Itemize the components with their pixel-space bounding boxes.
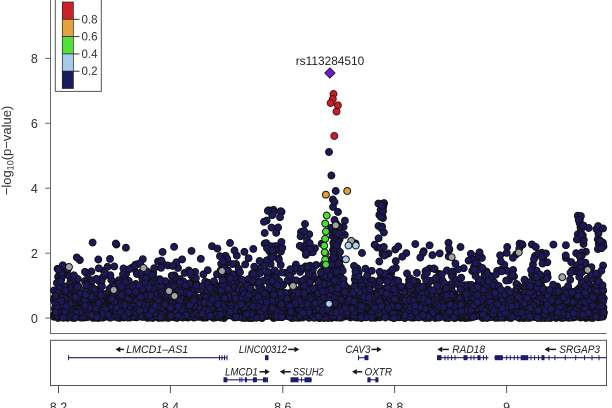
svg-text:0: 0 — [31, 312, 38, 326]
svg-text:−log10(p−value): −log10(p−value) — [0, 106, 15, 196]
svg-text:4: 4 — [31, 182, 38, 196]
svg-text:8: 8 — [31, 52, 38, 66]
svg-text:2: 2 — [31, 247, 38, 261]
svg-text:6: 6 — [31, 117, 38, 131]
